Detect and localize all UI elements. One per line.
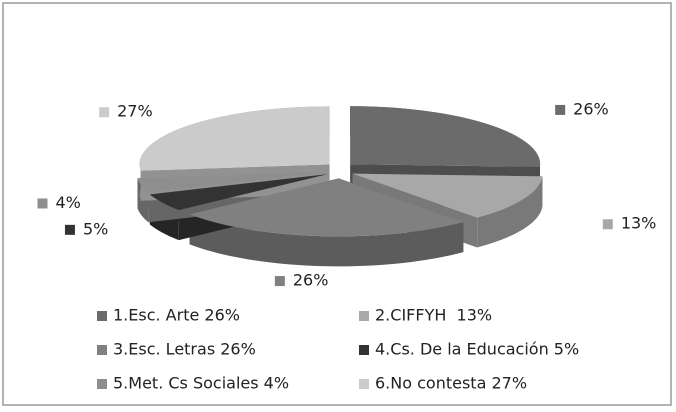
data-label: 13% (621, 214, 657, 233)
legend-label: 3.Esc. Letras 26% (113, 340, 256, 359)
legend-label: 5.Met. Cs Sociales 4% (113, 374, 289, 393)
slice (139, 106, 330, 171)
legend-label: 4.Cs. De la Educación 5% (375, 340, 579, 359)
label-swatch (555, 104, 566, 115)
slice-side (477, 176, 543, 248)
label-swatch (602, 219, 613, 230)
legend-swatch (97, 345, 107, 355)
data-label: 26% (573, 99, 609, 118)
slice (137, 171, 327, 193)
slice-side (189, 214, 464, 267)
label-swatch (37, 198, 48, 209)
label-swatch (274, 276, 285, 287)
data-label: 4% (56, 193, 81, 212)
slice (350, 106, 541, 167)
legend-label: 2.CIFFYH 13% (375, 306, 492, 325)
data-label: 26% (293, 271, 329, 290)
data-label: 5% (83, 219, 108, 238)
label-swatch (99, 107, 110, 118)
legend-label: 1.Esc. Arte 26% (113, 306, 240, 325)
legend-swatch (359, 311, 369, 321)
legend-swatch (97, 379, 107, 389)
data-label: 27% (117, 102, 153, 121)
legend-swatch (359, 345, 369, 355)
slice (352, 173, 543, 218)
slice (149, 174, 328, 211)
slice (189, 178, 464, 237)
legend-swatch (97, 311, 107, 321)
label-swatch (64, 224, 75, 235)
legend-label: 6.No contesta 27% (375, 374, 527, 393)
legend-swatch (359, 379, 369, 389)
